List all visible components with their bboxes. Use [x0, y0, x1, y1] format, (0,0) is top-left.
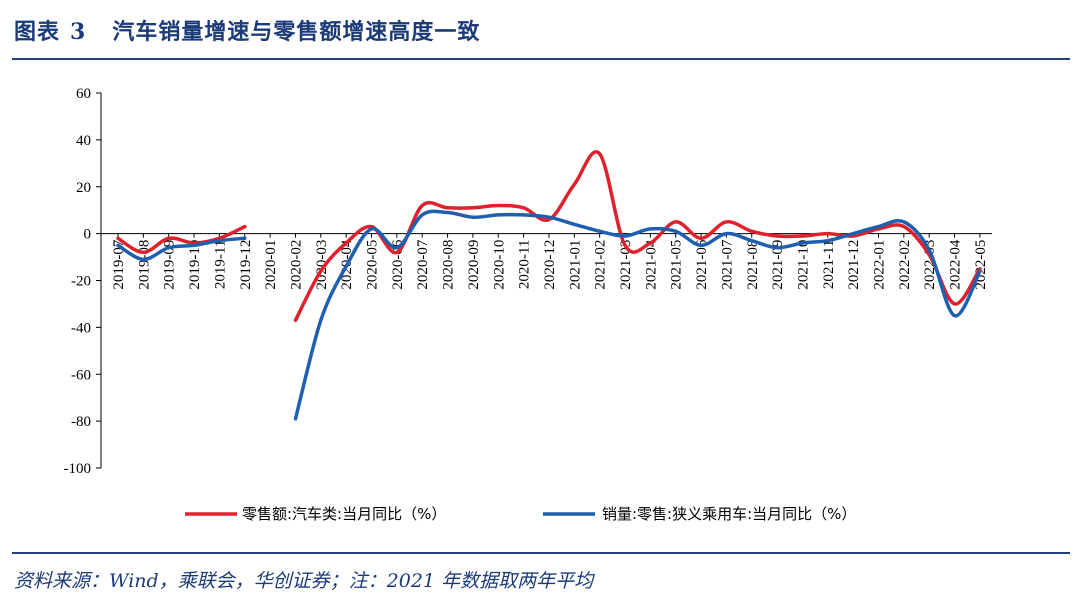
x-tick-label: 2021-05	[669, 240, 685, 290]
x-tick-label: 2020-05	[365, 240, 381, 290]
x-tick-label: 2022-04	[948, 239, 964, 289]
line-chart: 60 40 20 0 -20 -40 -60 -80 -100 2019-07 2019-08 201…	[64, 86, 992, 523]
x-tick-label: 2021-06	[694, 239, 710, 289]
x-tick-label: 2020-10	[491, 240, 507, 290]
y-tick-label: -100	[64, 461, 92, 477]
x-tick-label: 2020-12	[542, 240, 558, 290]
figure-label: 图表	[14, 19, 61, 45]
top-rule	[12, 58, 1070, 60]
x-tick-label: 2020-07	[415, 239, 431, 289]
figure-title-text: 汽车销量增速与零售额增速高度一致	[112, 19, 481, 45]
legend-label-2: 销量:零售:狭义乘用车:当月同比（%）	[602, 505, 856, 523]
y-tick-label: -40	[71, 320, 91, 336]
y-tick-label: 0	[84, 227, 92, 243]
series-line-2	[116, 209, 982, 421]
y-tick-label: 40	[76, 133, 91, 149]
y-tick-label: -20	[71, 274, 91, 290]
x-tick-label: 2019-12	[238, 240, 254, 290]
x-tick-label: 2022-01	[872, 240, 888, 290]
x-tick-label: 2020-02	[288, 240, 304, 290]
figure-number: 3	[70, 19, 87, 45]
x-tick-label: 2021-09	[770, 240, 786, 290]
source-note: 资料来源：Wind，乘联会，华创证券；注：2021 年数据取两年平均	[14, 570, 594, 592]
x-tick-label: 2021-02	[593, 240, 609, 290]
x-tick-label: 2021-08	[745, 240, 761, 290]
x-tick-label: 2019-10	[187, 240, 203, 290]
x-tick-label: 2019-11	[212, 240, 228, 289]
legend-label-1: 零售额:汽车类:当月同比（%）	[242, 505, 446, 523]
y-tick-label: -60	[71, 367, 91, 383]
x-tick-label: 2019-08	[136, 240, 152, 290]
x-tick-label: 2021-11	[821, 240, 837, 289]
bottom-rule	[12, 552, 1070, 554]
x-tick-label: 2020-08	[441, 240, 457, 290]
x-tick-label: 2020-11	[517, 240, 533, 289]
x-tick-label: 2019-07	[111, 239, 127, 289]
x-tick-label: 2021-10	[795, 240, 811, 290]
x-tick-label: 2021-04	[643, 239, 659, 289]
x-tick-label: 2020-01	[263, 240, 279, 290]
x-tick-label: 2019-09	[162, 240, 178, 290]
figure-title: 图表 3 汽车销量增速与零售额增速高度一致	[14, 14, 480, 46]
x-tick-label: 2021-12	[846, 240, 862, 290]
y-tick-label: 60	[76, 86, 91, 102]
x-tick-label: 2022-02	[897, 240, 913, 290]
x-tick-label: 2021-01	[567, 240, 583, 290]
x-tick-label: 2021-07	[719, 239, 735, 289]
x-tick-label: 2020-09	[466, 240, 482, 290]
y-tick-label: -80	[71, 414, 91, 430]
y-tick-label: 20	[76, 180, 91, 196]
